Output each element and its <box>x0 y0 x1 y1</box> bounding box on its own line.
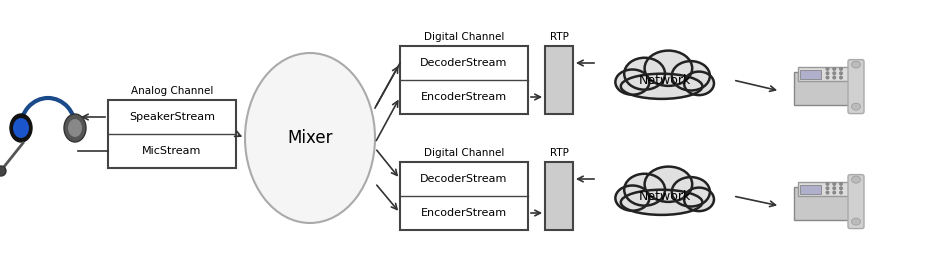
Ellipse shape <box>624 174 665 206</box>
Circle shape <box>826 71 829 75</box>
Text: RTP: RTP <box>549 32 568 42</box>
Circle shape <box>832 182 836 186</box>
Ellipse shape <box>624 58 665 90</box>
Text: Mixer: Mixer <box>287 129 332 147</box>
Bar <box>400 46 528 114</box>
Text: Analog Channel: Analog Channel <box>131 86 213 96</box>
Circle shape <box>832 67 836 71</box>
Ellipse shape <box>620 190 702 215</box>
Text: Digital Channel: Digital Channel <box>424 32 504 42</box>
FancyBboxPatch shape <box>848 60 864 114</box>
Ellipse shape <box>620 74 702 99</box>
Circle shape <box>826 182 829 186</box>
FancyBboxPatch shape <box>800 185 821 194</box>
Circle shape <box>826 186 829 190</box>
Ellipse shape <box>245 53 375 223</box>
Bar <box>545 162 573 230</box>
Circle shape <box>0 166 6 176</box>
FancyBboxPatch shape <box>797 67 850 81</box>
Text: EncoderStream: EncoderStream <box>421 208 507 218</box>
Ellipse shape <box>645 51 693 86</box>
Bar <box>400 162 528 230</box>
Text: Digital Channel: Digital Channel <box>424 148 504 158</box>
Ellipse shape <box>851 103 861 110</box>
Text: Network: Network <box>638 73 692 86</box>
Circle shape <box>832 71 836 75</box>
Ellipse shape <box>851 218 861 225</box>
Circle shape <box>839 182 843 186</box>
Circle shape <box>826 76 829 79</box>
FancyBboxPatch shape <box>800 70 821 79</box>
FancyBboxPatch shape <box>794 72 854 105</box>
Text: DecoderStream: DecoderStream <box>420 174 507 184</box>
Ellipse shape <box>13 118 29 138</box>
Circle shape <box>839 71 843 75</box>
Circle shape <box>839 67 843 71</box>
Ellipse shape <box>10 114 32 142</box>
FancyBboxPatch shape <box>797 182 850 197</box>
Ellipse shape <box>672 177 710 206</box>
Circle shape <box>826 190 829 195</box>
Ellipse shape <box>851 176 861 183</box>
Bar <box>545 46 573 114</box>
Ellipse shape <box>616 185 650 211</box>
FancyBboxPatch shape <box>794 187 854 221</box>
Circle shape <box>826 67 829 71</box>
Circle shape <box>839 190 843 195</box>
Text: Network: Network <box>638 190 692 203</box>
Circle shape <box>832 186 836 190</box>
Ellipse shape <box>684 188 714 211</box>
Ellipse shape <box>851 61 861 68</box>
Ellipse shape <box>68 119 82 137</box>
Ellipse shape <box>64 114 86 142</box>
Text: MicStream: MicStream <box>142 146 201 156</box>
Bar <box>108 100 236 168</box>
Circle shape <box>832 190 836 195</box>
Text: DecoderStream: DecoderStream <box>420 58 507 68</box>
Text: SpeakerStream: SpeakerStream <box>129 112 215 122</box>
Ellipse shape <box>672 61 710 91</box>
FancyBboxPatch shape <box>848 175 864 229</box>
Text: RTP: RTP <box>549 148 568 158</box>
Ellipse shape <box>684 71 714 95</box>
Circle shape <box>839 76 843 79</box>
Circle shape <box>832 76 836 79</box>
Ellipse shape <box>645 167 693 202</box>
Text: EncoderStream: EncoderStream <box>421 92 507 102</box>
Circle shape <box>839 186 843 190</box>
Ellipse shape <box>616 70 650 95</box>
